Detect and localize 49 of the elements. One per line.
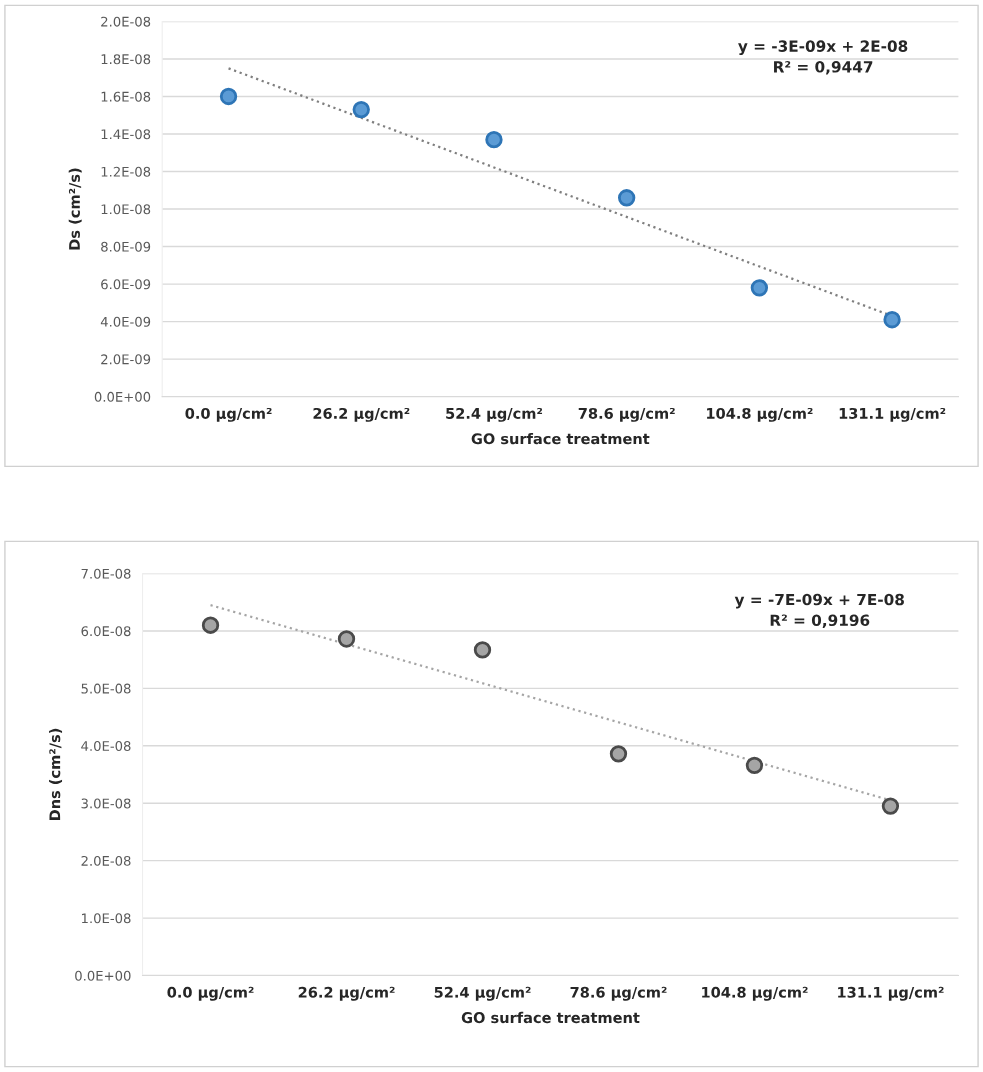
y-tick-label: 1.4E-08 [101, 129, 151, 140]
annotation: y = -3E-09x + 2E-08 R² = 0,9447 [738, 40, 908, 75]
x-tick-label: 104.8 µg/cm² [702, 986, 808, 1001]
x-tick-label: 52.4 µg/cm² [434, 986, 531, 1001]
y-axis-title: Ds (cm²/s) [68, 168, 82, 250]
annotation: y = -7E-09x + 7E-08 R² = 0,9196 [734, 593, 904, 628]
point [485, 130, 503, 149]
point [881, 797, 900, 815]
y-tick-label: 8.0E-09 [101, 241, 151, 252]
point [352, 100, 370, 119]
y-tick-label: 1.2E-08 [101, 166, 151, 177]
point [609, 745, 628, 763]
y-tick-label: 3.0E-08 [81, 798, 131, 809]
y-axis-title: Dns (cm²/s) [49, 728, 63, 821]
x-axis-title: GO surface treatment [471, 432, 650, 445]
x-tick-label: 131.1 µg/cm² [839, 407, 946, 422]
y-tick-label: 4.0E-08 [81, 741, 131, 752]
x-axis-title: GO surface treatment [461, 1011, 640, 1024]
y-tick-label: 0.0E+00 [75, 970, 131, 981]
y-tick-label: 2.0E-09 [101, 354, 151, 365]
x-tick-label: 26.2 µg/cm² [313, 407, 410, 422]
y-tick-label: 1.6E-08 [101, 91, 151, 102]
x-tick-label: 104.8 µg/cm² [707, 407, 813, 422]
y-tick-label: 1.0E-08 [82, 913, 131, 924]
y-tick-label: 7.0E-08 [81, 568, 131, 579]
y-tick-label: 2.0E-08 [101, 16, 151, 27]
point [201, 616, 220, 634]
y-tick-label: 0.0E+00 [94, 391, 151, 402]
x-tick-label: 0.0 µg/cm² [185, 407, 272, 422]
y-tick-label: 5.0E-08 [81, 683, 131, 694]
x-tick-label: 52.4 µg/cm² [446, 407, 543, 422]
x-tick-label: 78.6 µg/cm² [578, 407, 675, 422]
y-tick-label: 6.0E-08 [81, 626, 131, 637]
x-tick-label: 78.6 µg/cm² [570, 986, 667, 1001]
y-tick-label: 1.8E-08 [101, 54, 151, 65]
point [883, 311, 901, 329]
x-tick-label: 131.1 µg/cm² [838, 986, 944, 1001]
point [745, 756, 764, 775]
x-tick-label: 26.2 µg/cm² [298, 986, 395, 1001]
point [473, 641, 492, 659]
y-tick-label: 6.0E-09 [101, 279, 151, 290]
y-tick-label: 4.0E-09 [100, 316, 151, 327]
y-tick-label: 2.0E-08 [81, 855, 131, 866]
x-tick-label: 0.0 µg/cm² [167, 986, 254, 1001]
point [337, 630, 356, 648]
y-tick-label: 1.0E-08 [101, 204, 151, 215]
point [750, 279, 769, 297]
point [219, 87, 238, 106]
point [617, 189, 636, 207]
